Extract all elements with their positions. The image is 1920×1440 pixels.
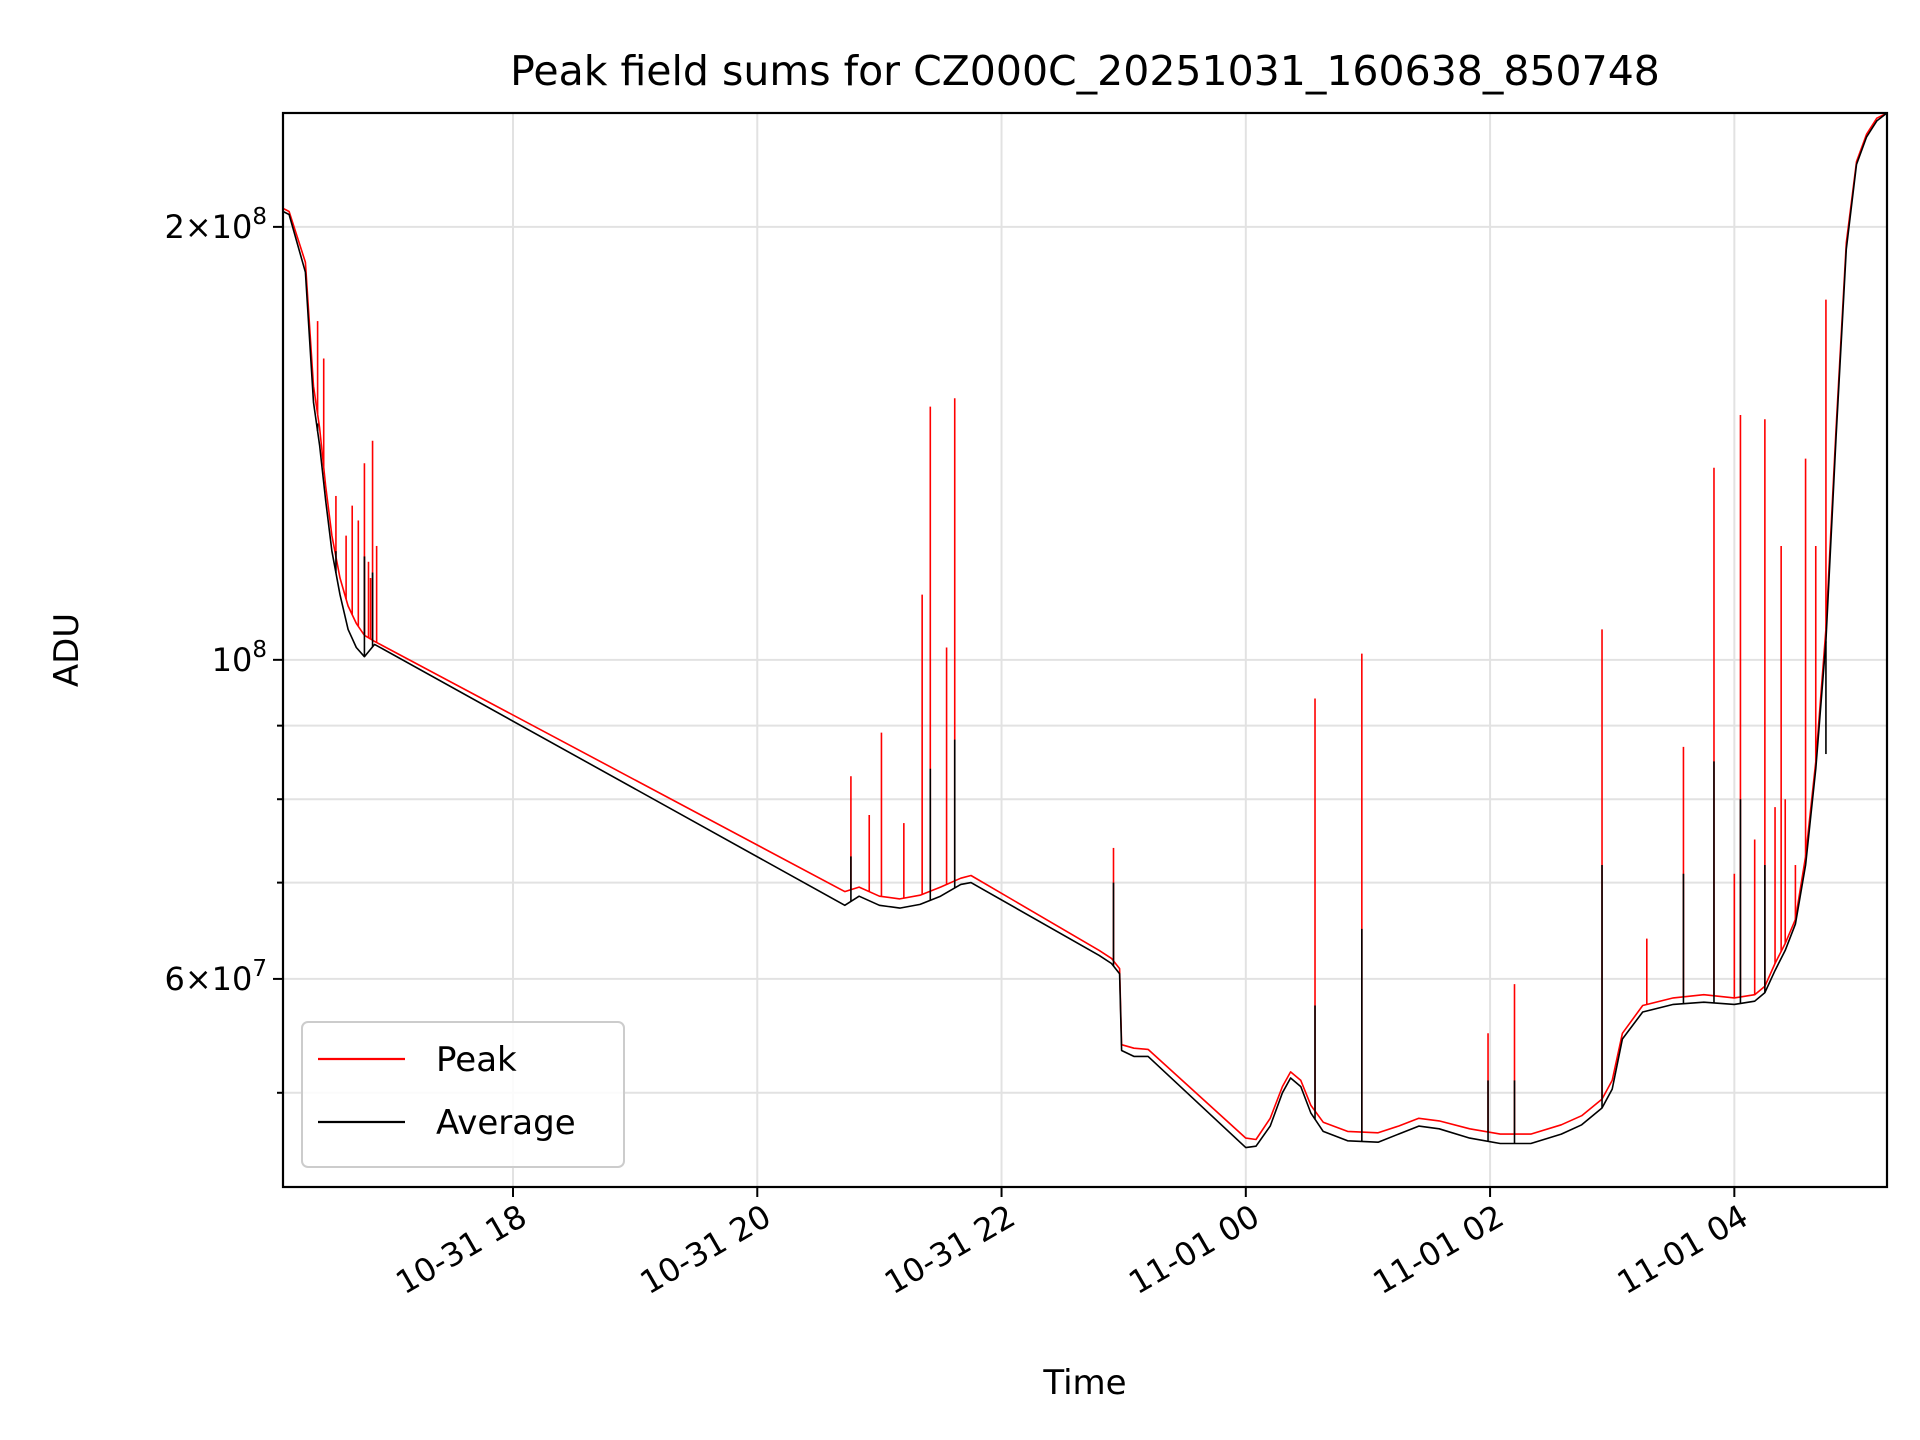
y-tick-label: 108	[212, 637, 267, 679]
y-tick-exponent: 7	[252, 956, 267, 982]
y-tick-label: 2×108	[164, 204, 267, 246]
legend-peak-label: Peak	[436, 1040, 517, 1080]
peak-series	[283, 113, 1887, 1141]
y-tick-exponent: 8	[252, 637, 267, 663]
y-axis: 6×107 108 2×108	[164, 204, 283, 1094]
plot-frame	[281, 111, 1889, 1189]
x-axis-label: Time	[1042, 1363, 1126, 1403]
series-layer	[283, 113, 1887, 1149]
legend: Peak Average	[301, 1021, 625, 1168]
average-line	[283, 113, 1887, 1149]
average-series	[283, 113, 1887, 1149]
grid	[283, 113, 1887, 1187]
y-tick-label: 6×107	[164, 956, 267, 998]
y-axis-label: ADU	[47, 613, 87, 687]
y-tick-exponent: 8	[252, 204, 267, 230]
legend-average-label: Average	[436, 1103, 576, 1143]
peak-line	[283, 113, 1887, 1141]
chart-title: Peak field sums for CZ000C_20251031_1606…	[510, 47, 1660, 95]
